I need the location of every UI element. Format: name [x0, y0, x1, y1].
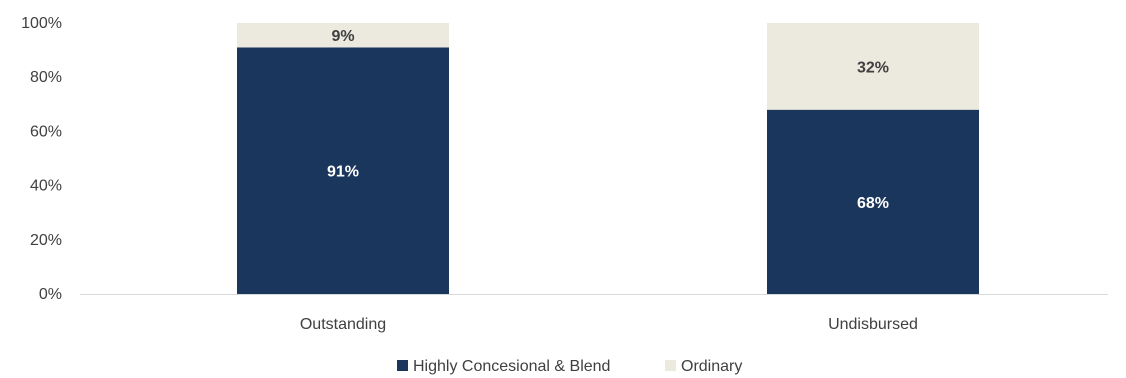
legend-label: Ordinary [681, 358, 742, 375]
x-axis: Outstanding Undisbursed [300, 316, 918, 333]
data-label: 91% [327, 164, 359, 181]
data-label: 9% [331, 28, 354, 45]
bar-segment [237, 47, 449, 294]
legend-swatch [397, 360, 408, 371]
y-tick-label: 100% [21, 15, 62, 32]
legend-label: Highly Concesional & Blend [413, 358, 610, 375]
legend-swatch [665, 360, 676, 371]
bars: 91% 9% 68% 32% [237, 23, 979, 294]
legend: Highly Concesional & Blend Ordinary [397, 358, 742, 375]
y-tick-label: 0% [39, 286, 62, 303]
bar-segment [767, 23, 979, 110]
data-label: 68% [857, 195, 889, 212]
x-tick-label: Undisbursed [828, 316, 918, 333]
y-tick-label: 20% [30, 232, 62, 249]
x-tick-label: Outstanding [300, 316, 386, 333]
y-axis: 0% 20% 40% 60% 80% 100% [21, 15, 62, 303]
y-tick-label: 80% [30, 69, 62, 86]
bar-segment [767, 109, 979, 294]
data-label: 32% [857, 59, 889, 76]
y-tick-label: 60% [30, 123, 62, 140]
y-tick-label: 40% [30, 178, 62, 195]
bar-segment [237, 23, 449, 48]
